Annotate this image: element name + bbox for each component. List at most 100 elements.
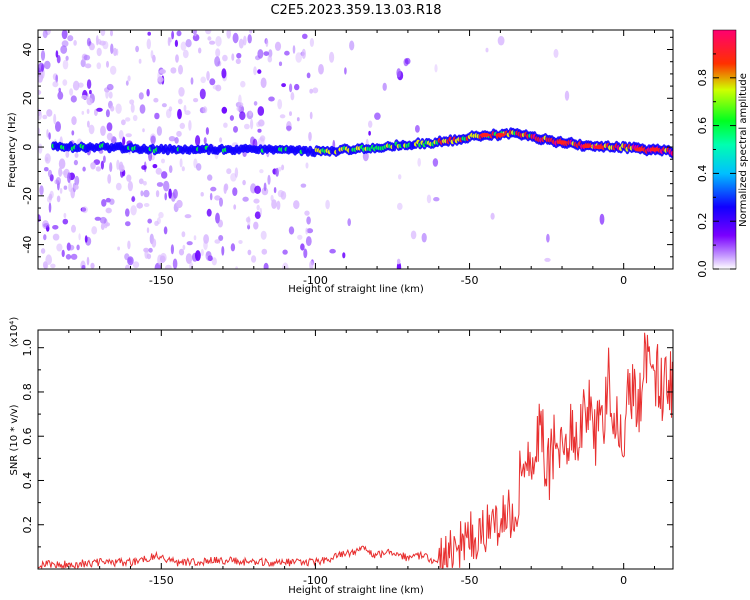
colorbar: 0.0 0.2 0.4 0.6 0.8 Normalized spectral ampl… — [696, 29, 749, 278]
spectrogram-noise — [268, 96, 275, 102]
spectrogram-peak — [480, 132, 490, 137]
spectrogram-noise — [259, 169, 264, 174]
spectrogram-noise — [284, 50, 290, 56]
spectrogram-noise — [278, 61, 283, 67]
figure-title: C2E5.2023.359.13.03.R18 — [270, 3, 441, 18]
spectrogram-noise — [143, 203, 150, 207]
spectrogram-noise — [106, 132, 113, 141]
spectrogram-noise — [179, 122, 185, 129]
spectrogram-noise — [176, 199, 183, 209]
spectrogram-noise — [226, 168, 232, 175]
spectrogram-noise — [223, 122, 228, 128]
spectrogram-noise — [433, 197, 440, 202]
spectrogram-noise — [84, 235, 88, 243]
spectrogram-noise — [71, 130, 75, 136]
spectrogram-noise — [81, 265, 86, 269]
spectrogram-noise — [236, 106, 241, 112]
spectrogram-noise — [146, 38, 151, 50]
spectrogram-noise — [170, 192, 176, 202]
spectrogram-peak — [495, 132, 506, 137]
spectrogram-noise — [289, 83, 293, 93]
spectrogram-noise — [192, 30, 197, 35]
spectrogram-noise — [105, 109, 110, 118]
spectrogram-noise — [70, 95, 77, 103]
spectrogram-noise — [218, 235, 224, 241]
spectrogram-noise — [154, 112, 160, 120]
spectrogram-noise — [259, 207, 262, 216]
spectrogram-noise — [118, 164, 125, 172]
spectrogram-noise — [163, 180, 170, 192]
spectrogram-noise — [78, 233, 81, 241]
spectrogram-noise — [63, 212, 67, 219]
spectrogram-noise — [242, 196, 249, 202]
spectrogram-noise — [195, 250, 201, 262]
spectrogram-noise — [106, 122, 113, 132]
spectrogram-noise — [215, 84, 222, 92]
spectrogram-noise — [142, 128, 145, 133]
spectrogram-noise — [214, 56, 221, 67]
snr-frame — [37, 329, 674, 570]
spectrogram-noise — [268, 49, 273, 58]
spectrogram-noise — [233, 204, 237, 210]
spectrogram-noise — [46, 109, 53, 117]
spectrogram-noise — [129, 99, 135, 105]
spectrogram-noise — [160, 252, 167, 263]
spectrogram-noise — [214, 239, 221, 244]
spectrogram-noise — [410, 230, 417, 240]
spectrogram-noise — [404, 57, 411, 65]
spectrogram-noise — [68, 182, 72, 192]
colorbar-gradient — [712, 29, 737, 270]
spectrogram-noise — [203, 137, 207, 145]
spectrogram-noise — [301, 48, 306, 60]
spectrogram-noise — [94, 216, 102, 221]
snr-y-tick-label: 0.2 — [21, 516, 34, 534]
snr-y-tick-label: 0.8 — [21, 383, 34, 401]
spectrogram-noise — [41, 63, 44, 73]
spectrogram-noise — [304, 210, 310, 216]
spectrogram-noise — [305, 162, 309, 169]
spectrogram-noise — [53, 113, 57, 125]
spectrogram-ylabel: Frequency (Hz) — [7, 112, 18, 188]
spectrogram-noise — [221, 106, 228, 114]
spectrogram-noise — [312, 87, 319, 94]
spectrogram-noise — [309, 111, 313, 120]
spectrogram-noise — [240, 80, 246, 88]
spectrogram-noise — [176, 30, 182, 37]
spectrogram-noise — [38, 89, 42, 95]
spectrogram-noise — [148, 247, 153, 253]
spectrogram-signal-core — [670, 150, 673, 157]
spectrogram-noise — [50, 263, 56, 269]
spectrogram-noise — [282, 249, 288, 255]
spectrogram-noise — [44, 60, 51, 70]
spectrogram-noise — [253, 198, 260, 204]
spectrogram-noise — [156, 182, 164, 187]
spectrogram-noise — [342, 252, 346, 259]
spectrogram-noise — [180, 41, 187, 51]
spectrogram-noise — [259, 135, 266, 142]
spectrogram-noise — [257, 106, 265, 116]
spectrogram-noise — [282, 262, 289, 269]
spectrogram-noise — [300, 183, 307, 188]
spectrogram-noise — [293, 200, 300, 210]
spectrogram-noise — [238, 240, 243, 244]
colorbar-tick-label: 0.8 — [696, 69, 709, 87]
spectrogram-noise — [99, 216, 107, 224]
spectrogram-noise — [73, 40, 77, 46]
spectrogram-noise — [254, 211, 261, 219]
spectrogram-noise — [193, 158, 198, 169]
spectrogram-noise — [67, 244, 75, 251]
spectrogram-noise — [62, 79, 68, 86]
spectrogram-noise — [398, 174, 402, 180]
spectrogram-noise — [205, 30, 212, 35]
spectrogram-noise — [185, 39, 192, 48]
spectrogram-noise — [146, 253, 152, 260]
spectrogram-noise — [200, 76, 206, 84]
spectrogram-noise — [166, 108, 172, 119]
spectrogram-noise — [76, 244, 80, 251]
spectrogram-noise — [40, 50, 46, 61]
spectrogram-noise — [74, 152, 79, 158]
spectrogram-noise — [296, 117, 300, 122]
spectrogram-peak — [594, 145, 604, 150]
spectrogram-noise — [138, 92, 144, 100]
